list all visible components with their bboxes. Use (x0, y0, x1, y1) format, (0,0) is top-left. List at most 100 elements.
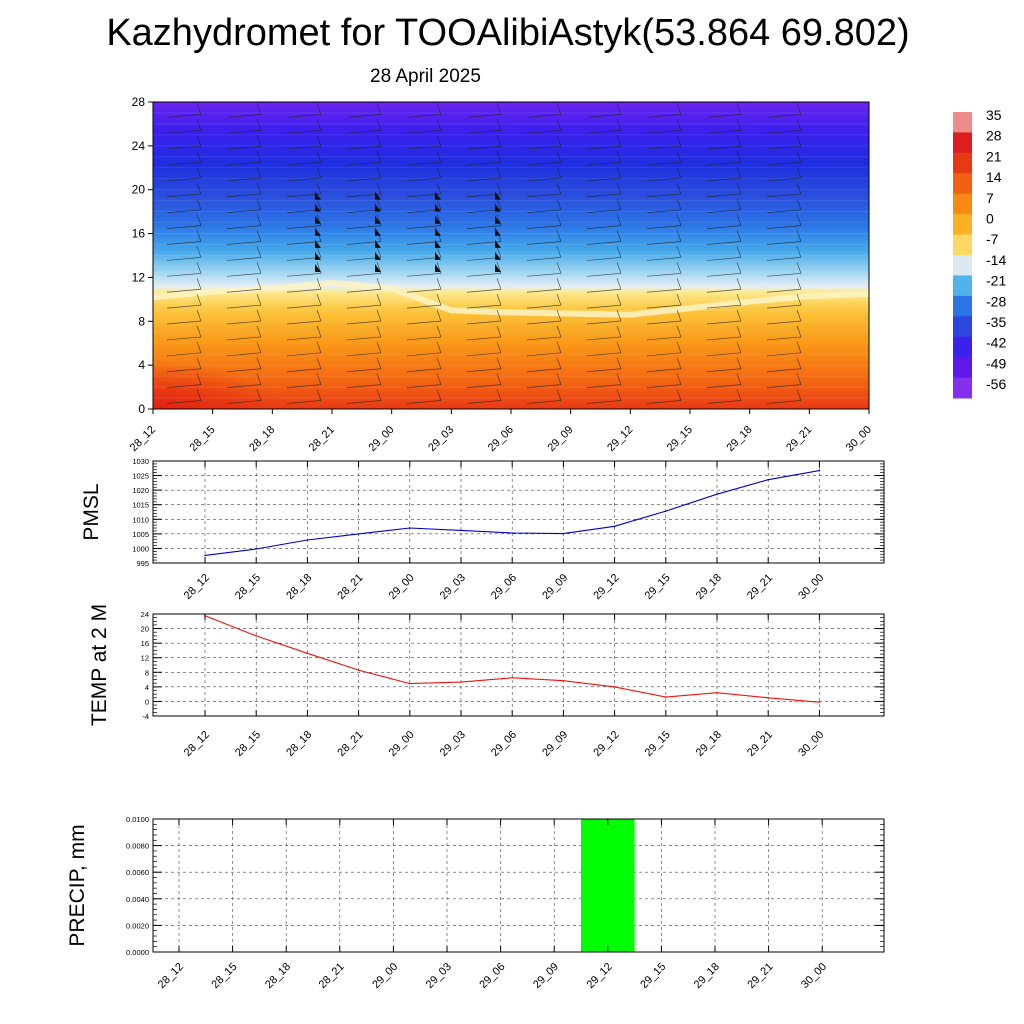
wind-barb (226, 336, 262, 341)
wind-barb (406, 368, 442, 373)
wind-barb-feather (376, 294, 382, 306)
wind-barb (406, 129, 442, 134)
wind-barb-feather (556, 357, 562, 369)
wind-pennant (435, 203, 441, 212)
wind-barb (166, 304, 202, 309)
wind-barb-feather (196, 357, 202, 369)
wind-barb-feather (316, 198, 322, 210)
wind-barb (346, 145, 382, 150)
wind-barb-feather (616, 357, 622, 369)
wind-barb-feather (316, 150, 322, 163)
wind-barb-feather (436, 166, 442, 179)
wind-barb (286, 145, 322, 150)
wind-barb-feather (256, 309, 262, 322)
wind-pennant (435, 191, 441, 200)
wind-barb (286, 320, 322, 325)
wind-barb (586, 129, 622, 134)
wind-barb (526, 368, 562, 373)
wind-barb (226, 257, 262, 261)
wind-barb-feather (496, 309, 502, 322)
x-tick-label: 28_18 (263, 961, 293, 991)
wind-barb (406, 161, 442, 166)
wind-barb (766, 161, 802, 166)
wind-pennant (315, 251, 321, 260)
wind-barb-feather (556, 246, 562, 258)
temp2m-data-point (767, 696, 769, 699)
wind-barb (166, 177, 202, 182)
x-tick-label: 29_06 (489, 729, 519, 759)
y-tick-label: 1015 (132, 501, 149, 510)
wind-barb-feather (196, 214, 202, 226)
wind-barb-feather (316, 325, 322, 338)
x-tick-label: 29_12 (585, 961, 615, 991)
wind-barb (766, 320, 802, 325)
temp2m-data-point (460, 681, 462, 683)
wind-barb-feather (736, 389, 742, 401)
wind-barb (286, 114, 322, 118)
x-tick-label: 29_03 (438, 729, 468, 759)
wind-barb (346, 272, 382, 277)
temp2m-data-point (255, 635, 257, 637)
pmsl-data-point (665, 510, 667, 512)
wind-barb (166, 193, 202, 198)
wind-barb (706, 384, 742, 388)
wind-barb-feather (316, 135, 322, 147)
wind-barb-feather (796, 103, 802, 115)
wind-barb (346, 288, 382, 293)
wind-barb (406, 400, 442, 404)
y-tick-label: 995 (136, 559, 149, 568)
wind-barb-feather (616, 373, 622, 385)
wind-barb (526, 193, 562, 198)
wind-barb-feather (556, 325, 562, 338)
wind-barb-feather (736, 135, 742, 147)
wind-barb (706, 288, 742, 293)
wind-barb (406, 145, 442, 150)
y-tick-label: 28 (132, 95, 146, 109)
pmsl-data-point (818, 469, 821, 472)
wind-barb (466, 352, 502, 357)
wind-pennant (435, 239, 441, 248)
wind-pennant (495, 203, 501, 212)
wind-barb-feather (316, 166, 322, 179)
wind-barb (526, 352, 562, 357)
wind-barb-feather (436, 294, 442, 306)
wind-barb (646, 368, 682, 373)
pmsl-data-point (306, 539, 309, 541)
wind-barb (166, 129, 202, 134)
wind-barb (766, 257, 802, 261)
wind-barb-feather (616, 103, 622, 115)
wind-barb (526, 177, 562, 182)
wind-barb-feather (196, 294, 202, 306)
wind-barb (286, 368, 322, 373)
wind-barb-feather (316, 119, 322, 131)
wind-barb-feather (736, 294, 742, 306)
wind-barb (706, 304, 742, 309)
wind-barb-feather (256, 373, 262, 385)
wind-pennant (435, 227, 441, 236)
wind-barb-feather (616, 294, 622, 306)
wind-barb (466, 145, 502, 150)
wind-barb (226, 384, 262, 388)
wind-barb-feather (376, 309, 382, 322)
x-tick-label: 29_00 (387, 729, 417, 759)
wind-barb (226, 193, 262, 198)
plot-background (153, 819, 884, 952)
x-tick-label: 29_18 (694, 729, 724, 759)
y-tick-label: 0.0000 (126, 948, 149, 957)
wind-barb (346, 352, 382, 357)
y-tick-label: 1010 (132, 515, 149, 524)
wind-pennant (315, 215, 321, 224)
wind-barb (766, 288, 802, 293)
wind-pennant (375, 239, 381, 248)
wind-barb (226, 352, 262, 357)
wind-barb-feather (496, 150, 502, 163)
wind-barb-feather (556, 373, 562, 385)
y-tick-label: 1030 (132, 457, 149, 466)
wind-barb-feather (676, 278, 682, 290)
wind-barb-feather (676, 198, 682, 210)
x-tick-label: 28_12 (156, 961, 186, 991)
wind-barb-feather (796, 214, 802, 226)
y-tick-label: 24 (141, 610, 149, 619)
wind-barb-feather (616, 341, 622, 353)
